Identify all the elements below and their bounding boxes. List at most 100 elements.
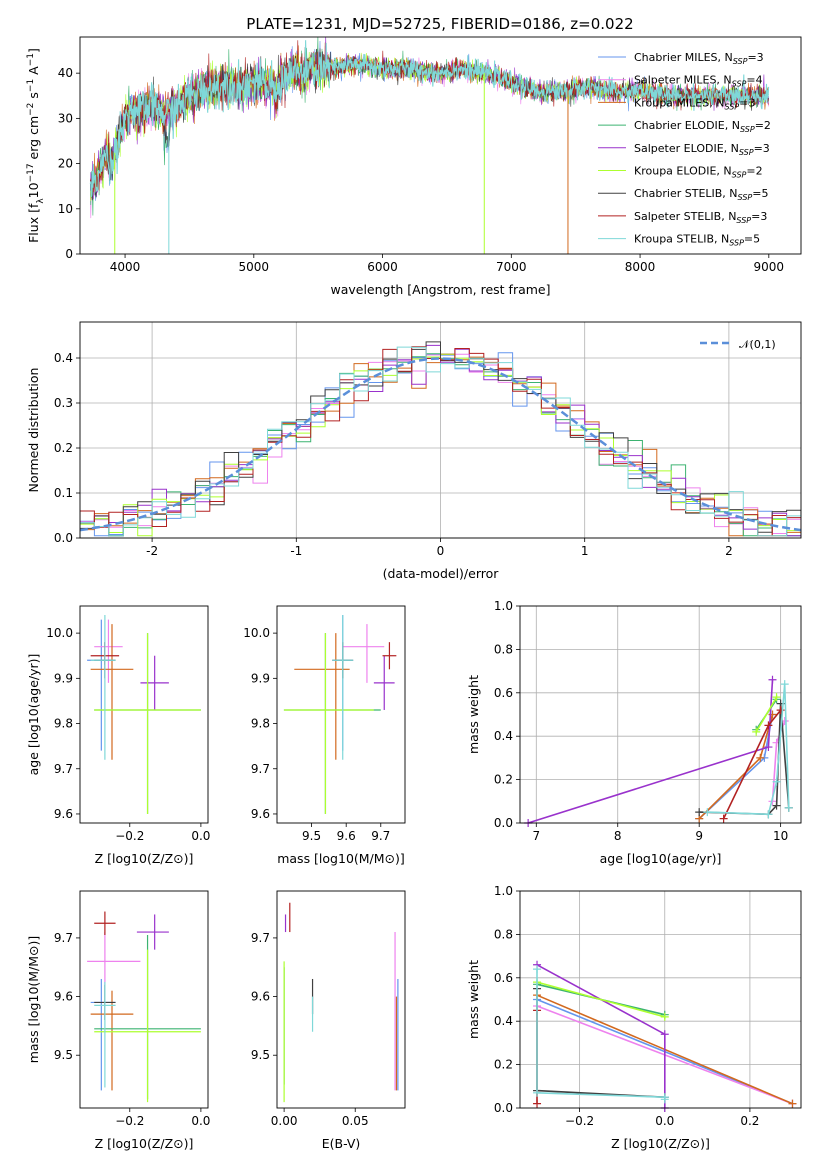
y-tick-label: 9.9 xyxy=(251,671,270,685)
label-span: A xyxy=(26,66,41,79)
label-span: −2 xyxy=(26,103,36,116)
weight-marker xyxy=(764,810,773,819)
weight-marker xyxy=(768,675,777,684)
legend-text: Kroupa MILES, N xyxy=(634,96,724,109)
x-axis-label: E(B-V) xyxy=(322,1136,361,1151)
label-span: −17 xyxy=(26,163,36,182)
legend-sub: SSP xyxy=(740,125,755,134)
y-tick-label: 9.6 xyxy=(251,990,270,1004)
x-tick-label: 0.00 xyxy=(271,1114,298,1128)
y-tick-label: 1.0 xyxy=(494,884,513,898)
y-axis-label: Normed distribution xyxy=(26,368,41,493)
age_vs_mass-frame xyxy=(276,605,406,824)
y-tick-label: 0.4 xyxy=(494,1014,513,1028)
y-tick-label: 0.2 xyxy=(494,773,513,787)
spectrum-traces xyxy=(89,37,770,254)
age_vs_mass-points xyxy=(283,615,397,814)
errorbar-point-2 xyxy=(90,990,134,1091)
weight-marker xyxy=(764,721,773,730)
label-span: −1 xyxy=(26,79,36,92)
y-tick-label: 0.1 xyxy=(54,486,73,500)
weight-marker xyxy=(695,808,704,817)
mass_vs_Z-points xyxy=(87,911,201,1103)
weight_vs_age-lines xyxy=(524,675,793,827)
weight-marker xyxy=(772,693,781,702)
y-tick-label: 9.9 xyxy=(54,671,73,685)
errorbar-point-4 xyxy=(136,914,169,950)
x-tick-label: −0.2 xyxy=(565,1114,594,1128)
errorbar-point-4 xyxy=(373,655,395,710)
legend-entry-5: Kroupa ELODIE, NSSP=2 xyxy=(634,165,763,180)
legend-text: =4 xyxy=(746,74,762,87)
y-tick-label: 0.0 xyxy=(54,531,73,545)
y-axis-label: age [log10(age/yr)] xyxy=(26,654,41,776)
weight_vs_age-axes: 7 8 9 10 0.0 0.2 0.4 0.6 0.8 1.0 xyxy=(494,599,801,843)
y-tick-label: 9.8 xyxy=(251,717,270,731)
y-tick-label: 9.7 xyxy=(54,931,73,945)
x-tick-label: 7 xyxy=(532,829,540,843)
legend-text: =3 xyxy=(747,51,763,64)
y-tick-label: 0.0 xyxy=(494,1101,513,1115)
y-tick-label: 0.6 xyxy=(494,971,513,985)
x-tick-label: 8000 xyxy=(625,260,656,274)
legend-entry-8: Kroupa STELIB, NSSP=5 xyxy=(634,233,760,248)
x-tick-label: 0.05 xyxy=(342,1114,369,1128)
x-tick-label: 9 xyxy=(695,829,703,843)
weight-line-5 xyxy=(536,981,666,1018)
errorbar-point-5 xyxy=(94,633,201,814)
x-tick-label: 7000 xyxy=(496,260,527,274)
weight-marker xyxy=(764,743,773,752)
legend-text: =5 xyxy=(752,187,768,200)
legend-sub: SSP xyxy=(732,80,747,89)
x-tick-label: 0.0 xyxy=(655,1114,674,1128)
label-span: λ xyxy=(36,198,46,204)
y-tick-label: 0 xyxy=(65,247,73,261)
weight-line-2 xyxy=(698,714,774,820)
weight-marker xyxy=(772,777,781,786)
weight-marker xyxy=(703,808,712,817)
weight-line-4 xyxy=(536,964,666,1108)
y-tick-label: 9.6 xyxy=(54,807,73,821)
x-tick-label: 0.2 xyxy=(740,1114,759,1128)
errorbar-point-7 xyxy=(382,642,397,670)
legend-text: Chabrier ELODIE, N xyxy=(634,119,740,132)
legend-text: Salpeter STELIB, N xyxy=(634,210,736,223)
weight-marker xyxy=(660,1030,669,1039)
legend-text: Chabrier STELIB, N xyxy=(634,187,738,200)
label-span: 10 xyxy=(26,182,41,198)
errorbar-point-5 xyxy=(94,949,201,1103)
y-tick-label: 9.6 xyxy=(54,990,73,1004)
x-tick-label: 9000 xyxy=(754,260,785,274)
y-tick-label: 40 xyxy=(58,66,73,80)
weight-line-6 xyxy=(536,988,665,1098)
weight-marker xyxy=(660,1095,669,1104)
y-tick-label: 0.2 xyxy=(494,1058,513,1072)
errorbar-point-5 xyxy=(283,633,374,814)
legend-text: =3 xyxy=(751,210,767,223)
y-tick-label: 9.5 xyxy=(251,1048,270,1062)
age_vs_mass-axes: 9.5 9.6 9.7 9.6 9.7 9.8 9.9 10.0 xyxy=(243,626,390,843)
legend-sub: SSP xyxy=(733,57,748,66)
y-tick-label: 0.2 xyxy=(54,441,73,455)
errorbar-point-7 xyxy=(94,911,116,935)
legend-sub: SSP xyxy=(729,239,744,248)
x-tick-label: 2 xyxy=(725,544,733,558)
spectrum-line-8 xyxy=(89,40,770,198)
weight-marker xyxy=(772,801,781,810)
spectrum-frame xyxy=(79,36,802,255)
age_vs_Z-frame xyxy=(79,605,209,824)
normal-curve xyxy=(80,357,801,532)
legend-entry-2: Kroupa MILES, NSSP=3 xyxy=(634,96,755,111)
spectrum-axes: 4000 5000 6000 7000 8000 9000 0 10 20 30 40 xyxy=(58,66,784,274)
legend-text: =3 xyxy=(739,96,755,109)
errorbar-point-1 xyxy=(342,624,385,683)
weight-line-0 xyxy=(698,714,774,820)
legend-text: =3 xyxy=(754,142,770,155)
weight_vs_Z-frame xyxy=(519,890,802,1109)
y-tick-label: 9.7 xyxy=(251,931,270,945)
errorbar-point-8 xyxy=(90,615,116,760)
legend-entry-1: Salpeter MILES, NSSP=4 xyxy=(634,74,763,89)
label-span: ] xyxy=(26,48,41,53)
legend-text: Chabrier MILES, N xyxy=(634,51,733,64)
